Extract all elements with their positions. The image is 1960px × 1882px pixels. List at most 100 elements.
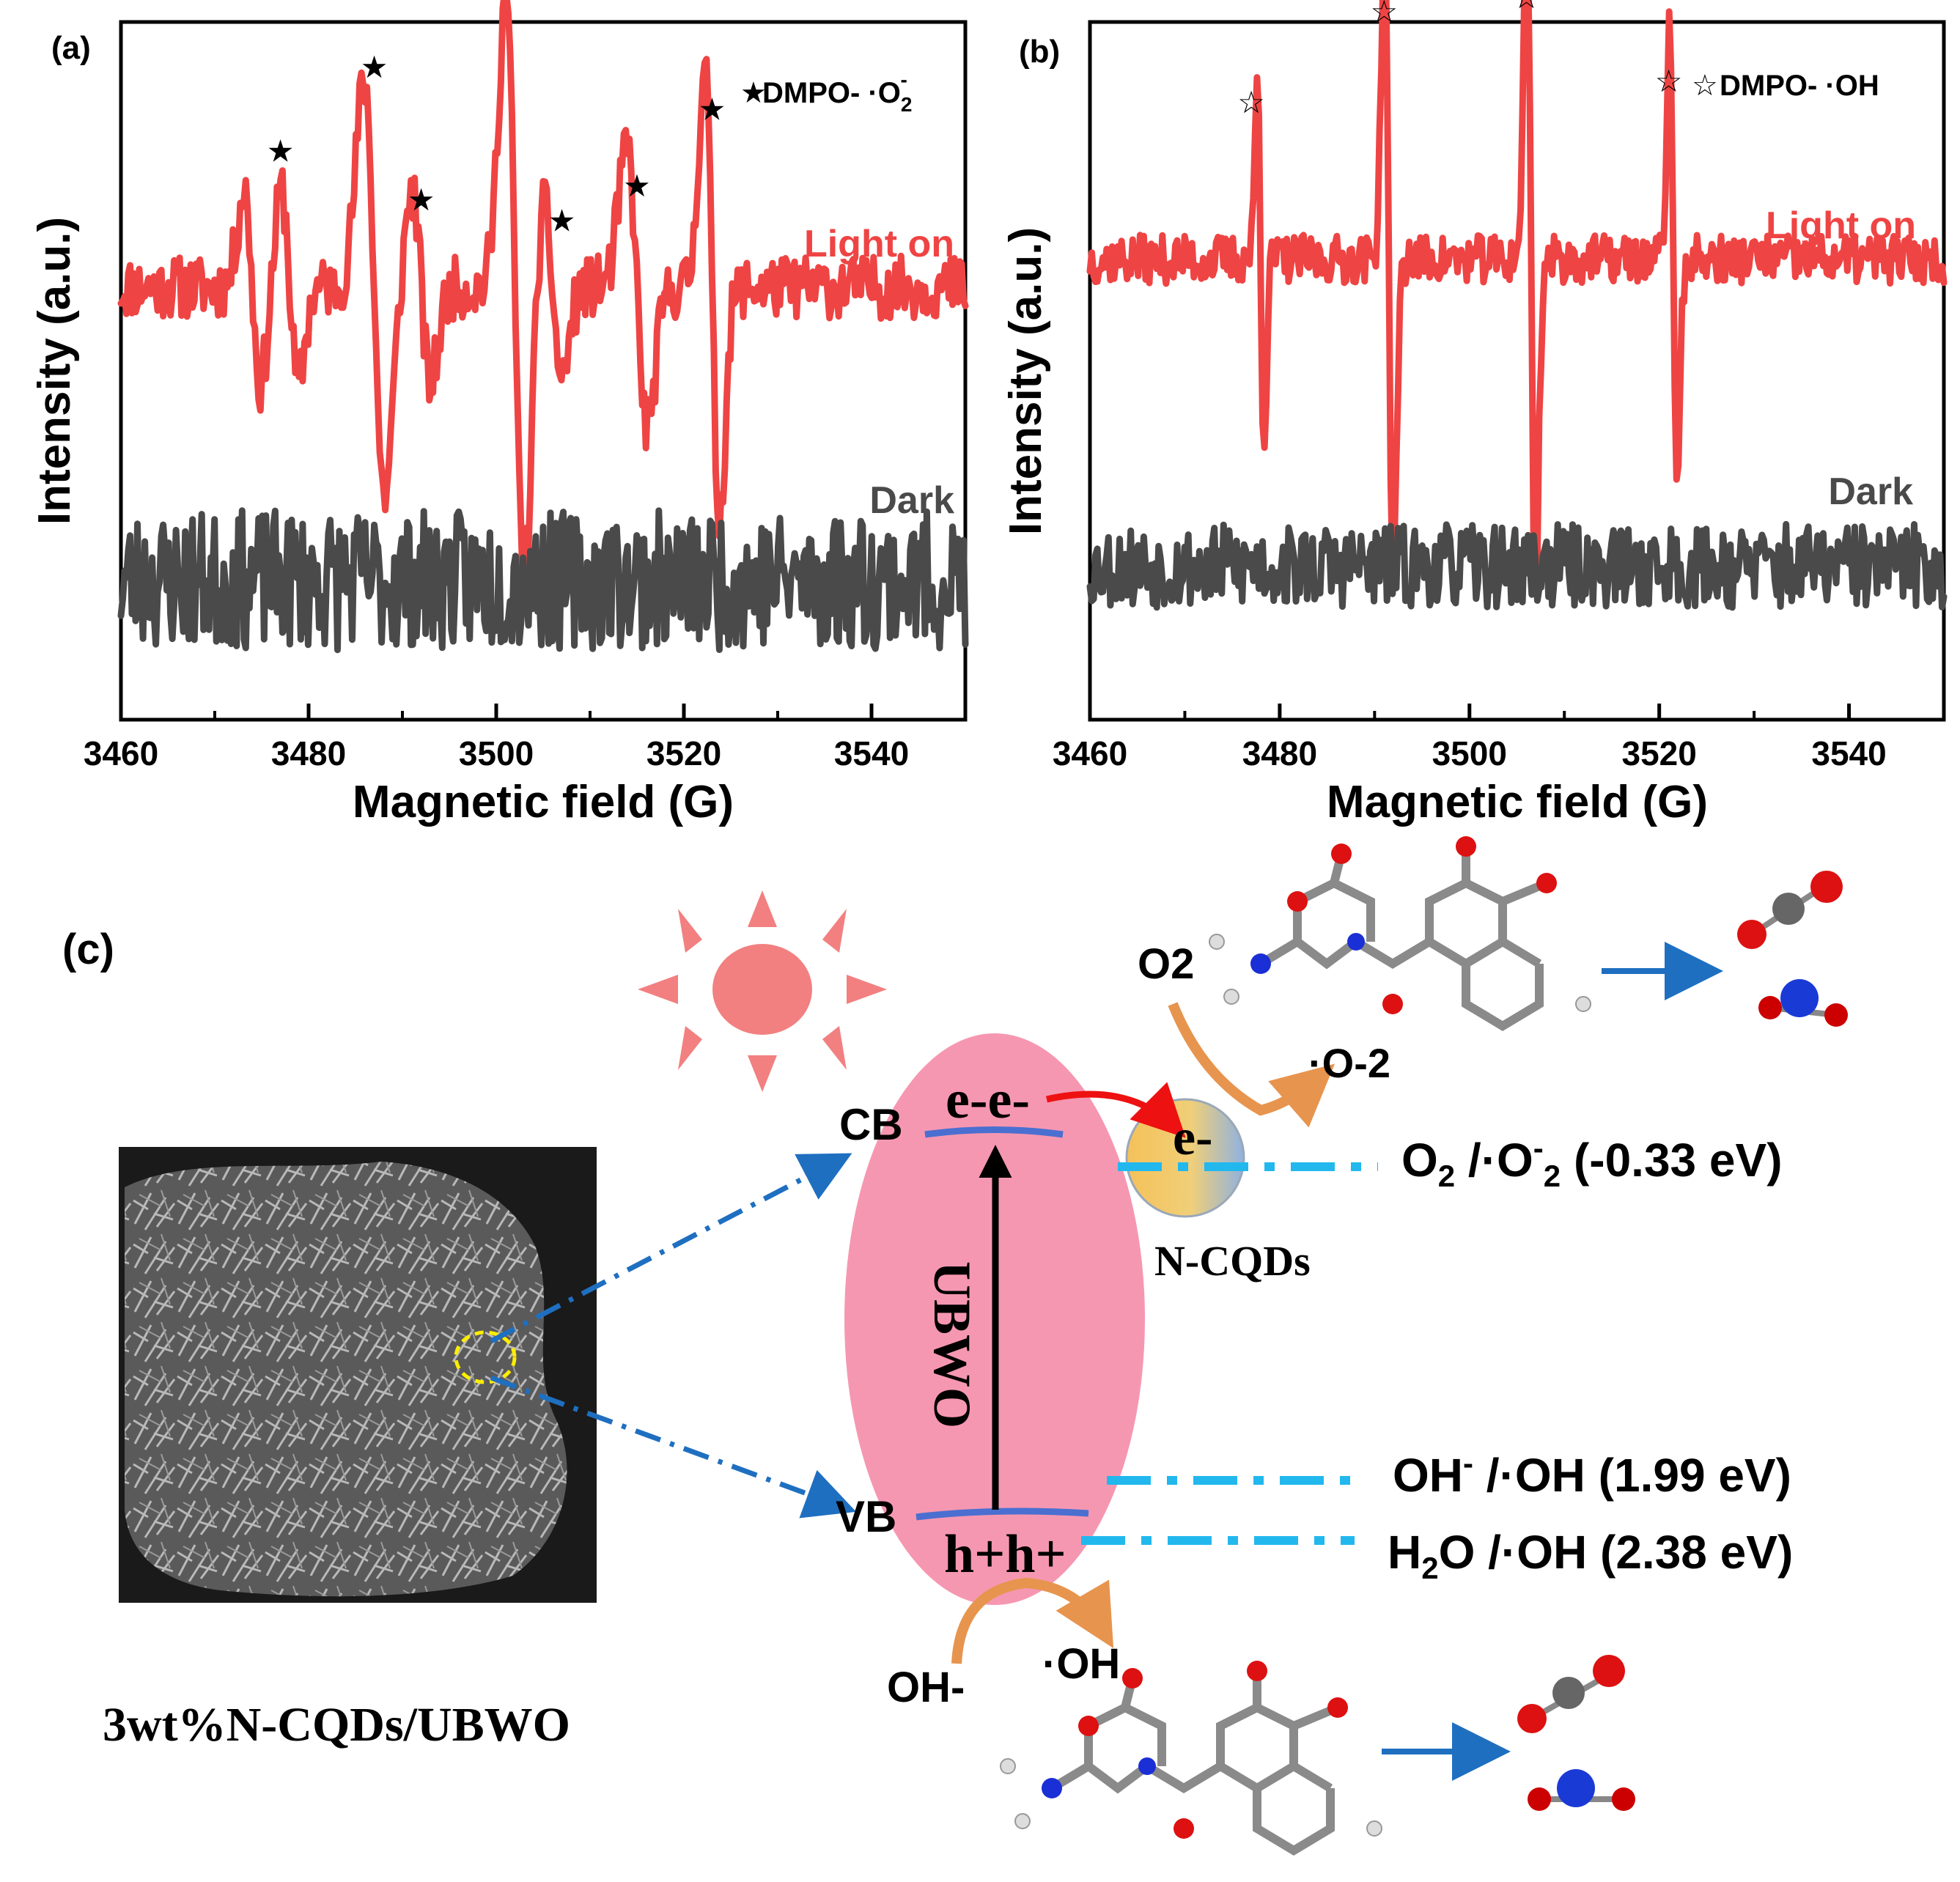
panel-a-star-marker: ★ [408,182,435,218]
svg-text:O2 /·O-2 (-0.33 eV): O2 /·O-2 (-0.33 eV) [1401,1131,1783,1193]
o2-potential-mid: /·O [1455,1134,1533,1187]
panel-b-series [1086,0,1948,611]
svg-text:DMPO- ·O2-: DMPO- ·O2- [762,68,912,116]
svg-text:OH- /·OH (1.99 eV): OH- /·OH (1.99 eV) [1393,1446,1791,1502]
h2o-potential-post: (2.38 eV) [1587,1526,1793,1579]
o2-potential-post: (-0.33 eV) [1561,1134,1782,1187]
cb-band [924,1126,1064,1138]
o2-potential-sub: 2 [1438,1159,1455,1193]
panel-a-legend-sub: 2 [901,93,913,116]
panel-a-legend-text: DMPO- ·O [762,77,901,109]
cb-label: CB [839,1100,903,1149]
panel-b-stars: ☆ ☆ ☆ ☆ [1237,0,1682,120]
sample-label: 3wt%N-CQDs/UBWO [103,1698,570,1752]
products-top [1737,871,1848,1027]
panel-a-x-tick-label: 3520 [646,734,721,772]
sem-highlight-circle [454,1330,517,1384]
panel-a-label: (a) [51,30,91,66]
panel-a-x-tick-labels: 3460 3480 3500 3520 3540 [84,734,909,772]
holes-label: h+h+ [944,1524,1066,1584]
o2-potential-sub2: 2 [1544,1159,1561,1193]
molecule-bottom [1000,1661,1382,1856]
panel-a-star-marker: ★ [501,0,529,1]
panel-b-x-tick-label: 3540 [1811,734,1886,772]
panel-b-light-label: Light on [1766,204,1916,247]
panel-a-light-on-trace [117,0,969,597]
n-cqds-label: N-CQDs [1154,1237,1311,1285]
panel-b-legend: ☆ DMPO- ·OH [1692,69,1879,103]
panel-a-stars: ★ ★ ★ ★ ★ ★ ★ [267,0,726,239]
panel-c: (c) 3wt%N-CQDs/UBWO UBWO CB [62,836,1848,1856]
panel-b-x-tick-label: 3500 [1432,734,1507,772]
panel-a-legend: ★ DMPO- ·O2- [740,68,912,116]
panel-a-star-marker: ★ [361,49,388,85]
panel-b-x-tick-label: 3520 [1621,734,1696,772]
panel-a-star-marker: ★ [623,168,651,204]
panel-a-star-marker: ★ [267,133,295,169]
panel-a-x-tick-label: 3460 [84,734,158,772]
panel-a-legend-star: ★ [740,76,767,110]
panel-a-xlabel: Magnetic field (G) [353,777,734,827]
panel-c-label: (c) [62,926,114,973]
panel-a-dark-label: Dark [869,479,954,522]
panel-b-x-ticks [1088,704,1852,720]
panel-b-dark-label: Dark [1828,471,1913,513]
panel-b-ylabel: Intensity (a.u.) [1001,227,1051,535]
superoxide-label: ·O-2 [1308,1040,1390,1086]
panel-a-ylabel: Intensity (a.u.) [29,217,80,525]
oh-reaction-curve [951,1577,1114,1664]
panel-b-label: (b) [1019,34,1060,70]
panel-a-x-tick-label: 3480 [271,734,346,772]
panel-b-x-tick-label: 3480 [1242,734,1317,772]
vb-band [915,1508,1089,1521]
oh-minus-label: OH- [887,1664,965,1711]
h2o-potential-sub: 2 [1421,1551,1438,1585]
oh-radical-label: ·OH [1042,1640,1120,1688]
panel-a-star-marker: ★ [548,203,576,239]
panel-b: (b) 3460 3480 3500 3520 3540 ☆ ☆ ☆ ☆ Magnetic f… [1001,0,1948,827]
sun-icon [638,890,887,1092]
oh-potential-mid: /·OH [1473,1449,1585,1502]
oh-potential-pre: OH [1393,1449,1463,1502]
electrons-label: e-e- [946,1070,1030,1130]
panel-b-x-tick-label: 3460 [1053,734,1127,772]
panel-a-light-label: Light on [804,223,954,265]
svg-text:H2O /·OH (2.38 eV): H2O /·OH (2.38 eV) [1388,1526,1793,1585]
qd-electron-label: e- [1173,1110,1212,1166]
panel-b-x-tick-labels: 3460 3480 3500 3520 3540 [1053,734,1887,772]
oh-potential-post: (1.99 eV) [1585,1449,1791,1502]
panel-a-legend-sup: - [900,68,907,91]
panel-a-x-ticks [119,704,874,720]
panel-a-x-tick-label: 3500 [459,734,534,772]
panel-a-star-marker: ★ [699,91,726,127]
panel-b-dark-trace [1086,520,1948,611]
panel-a-x-tick-label: 3540 [834,734,909,772]
o2-reaction-curve [1168,1002,1335,1128]
oh-potential-sup: - [1463,1446,1473,1480]
panel-a-plot-frame [119,20,968,722]
panel-b-legend-text: DMPO- ·OH [1720,70,1879,102]
h2o-potential-pre: H [1388,1526,1421,1579]
ubwo-label: UBWO [923,1261,981,1428]
electron-transfer-arrow [1046,1082,1186,1138]
o2-potential-pre: O [1401,1134,1438,1187]
panel-b-legend-star: ☆ [1692,69,1718,103]
panel-a-series [117,0,969,654]
panel-b-star-marker: ☆ [1237,84,1265,120]
arrow-to-vb [490,1375,857,1518]
panel-a: (a) 3460 3480 3500 3520 3540 ★ ★ ★ ★ ★ ★ ★ Magneti… [29,0,969,827]
panel-b-xlabel: Magnetic field (G) [1327,777,1708,827]
h2o-potential-mid: O /·OH [1439,1526,1588,1579]
panel-a-dark-trace [117,507,969,654]
o2-label: O2 [1138,940,1194,988]
sem-particle [125,1162,567,1597]
arrow-to-cb [490,1153,852,1344]
panel-b-plot-frame [1088,20,1946,722]
panel-b-star-marker: ☆ [1513,0,1541,15]
products-bottom [1517,1655,1635,1811]
panel-b-star-marker: ☆ [1655,63,1683,99]
vb-label: VB [836,1492,896,1541]
panel-b-light-on-trace [1086,0,1948,592]
panel-b-star-marker: ☆ [1370,0,1398,29]
